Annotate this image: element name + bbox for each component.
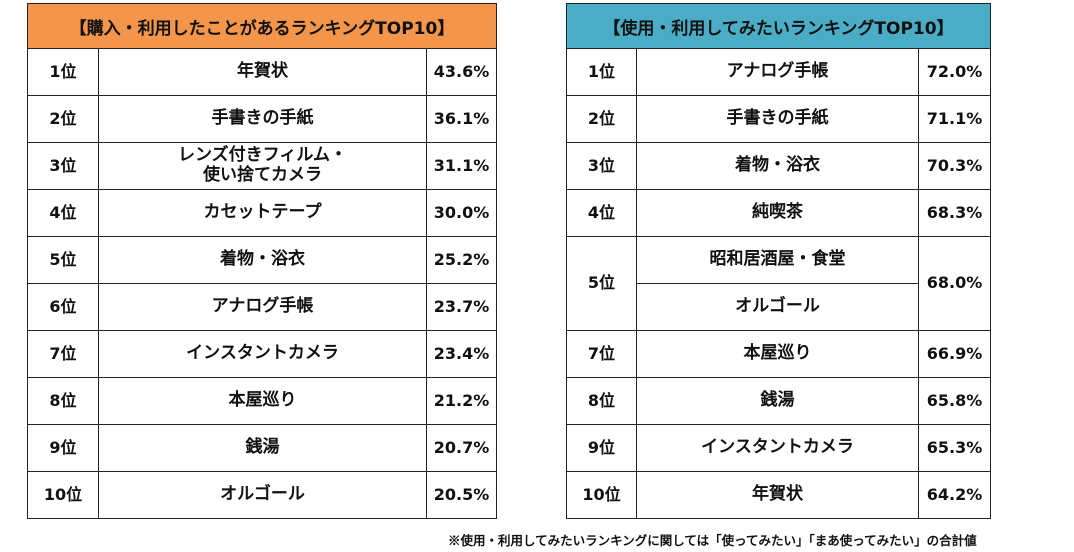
- table-title: 【購入・利用したことがあるランキングTOP10】: [27, 3, 497, 49]
- percent-cell: 23.4%: [426, 330, 497, 378]
- rank-cell: 1位: [27, 48, 99, 96]
- percent-cell: 65.8%: [918, 377, 991, 425]
- table-row: 10位 年賀状 64.2%: [566, 471, 991, 519]
- want-to-use-ranking-table: 【使用・利用してみたいランキングTOP10】 1位 アナログ手帳 72.0% 2位 手書…: [566, 3, 991, 519]
- percent-cell: 23.7%: [426, 283, 497, 331]
- item-cell: インスタントカメラ: [98, 330, 427, 378]
- table-row: 4位 カセットテープ 30.0%: [27, 189, 497, 237]
- item-cell: 昭和居酒屋・食堂: [636, 236, 919, 284]
- table-row: 1位 アナログ手帳 72.0%: [566, 48, 991, 96]
- rank-cell: 10位: [566, 471, 637, 519]
- percent-cell: 72.0%: [918, 48, 991, 96]
- percent-cell: 68.0%: [918, 236, 991, 331]
- rank-cell: 3位: [27, 142, 99, 190]
- item-cell: カセットテープ: [98, 189, 427, 237]
- item-cell: レンズ付きフィルム・ 使い捨てカメラ: [98, 142, 427, 190]
- percent-cell: 30.0%: [426, 189, 497, 237]
- item-cell: アナログ手帳: [636, 48, 919, 96]
- percent-cell: 68.3%: [918, 189, 991, 237]
- rank-cell: 8位: [566, 377, 637, 425]
- table-row: 7位 本屋巡り 66.9%: [566, 330, 991, 378]
- item-cell: 本屋巡り: [98, 377, 427, 425]
- percent-cell: 25.2%: [426, 236, 497, 284]
- table-row: 6位 アナログ手帳 23.7%: [27, 283, 497, 331]
- percent-cell: 64.2%: [918, 471, 991, 519]
- item-cell: 本屋巡り: [636, 330, 919, 378]
- item-cell: 着物・浴衣: [636, 142, 919, 190]
- table-row: 1位 年賀状 43.6%: [27, 48, 497, 96]
- item-cell: 年賀状: [636, 471, 919, 519]
- item-cell: オルゴール: [98, 471, 427, 519]
- table-row: 8位 銭湯 65.8%: [566, 377, 991, 425]
- table-title: 【使用・利用してみたいランキングTOP10】: [566, 3, 991, 49]
- table-row: 2位 手書きの手紙 36.1%: [27, 95, 497, 143]
- rank-cell: 5位: [566, 236, 637, 331]
- table-row: 2位 手書きの手紙 71.1%: [566, 95, 991, 143]
- rank-cell: 8位: [27, 377, 99, 425]
- rank-cell: 3位: [566, 142, 637, 190]
- table-row: 8位 本屋巡り 21.2%: [27, 377, 497, 425]
- percent-cell: 36.1%: [426, 95, 497, 143]
- item-cell: オルゴール: [636, 283, 919, 331]
- item-cell: 着物・浴衣: [98, 236, 427, 284]
- table-row: 7位 インスタントカメラ 23.4%: [27, 330, 497, 378]
- percent-cell: 66.9%: [918, 330, 991, 378]
- rank-cell: 9位: [566, 424, 637, 472]
- rank-cell: 10位: [27, 471, 99, 519]
- rank-cell: 9位: [27, 424, 99, 472]
- footnote: ※使用・利用してみたいランキングに関しては「使ってみたい」「まあ使ってみたい」の…: [448, 534, 977, 548]
- rank-cell: 7位: [27, 330, 99, 378]
- percent-cell: 65.3%: [918, 424, 991, 472]
- item-cell: 銭湯: [636, 377, 919, 425]
- rank-cell: 4位: [566, 189, 637, 237]
- table-row: 4位 純喫茶 68.3%: [566, 189, 991, 237]
- rank-cell: 2位: [566, 95, 637, 143]
- rank-cell: 4位: [27, 189, 99, 237]
- percent-cell: 20.5%: [426, 471, 497, 519]
- item-cell: 銭湯: [98, 424, 427, 472]
- percent-cell: 43.6%: [426, 48, 497, 96]
- rank-cell: 7位: [566, 330, 637, 378]
- item-cell: 純喫茶: [636, 189, 919, 237]
- percent-cell: 31.1%: [426, 142, 497, 190]
- rank-cell: 2位: [27, 95, 99, 143]
- table-row: 9位 銭湯 20.7%: [27, 424, 497, 472]
- percent-cell: 70.3%: [918, 142, 991, 190]
- rank-cell: 1位: [566, 48, 637, 96]
- item-cell: インスタントカメラ: [636, 424, 919, 472]
- table-row: オルゴール: [567, 283, 991, 331]
- item-cell: アナログ手帳: [98, 283, 427, 331]
- percent-cell: 20.7%: [426, 424, 497, 472]
- item-cell: 手書きの手紙: [636, 95, 919, 143]
- table-row: 9位 インスタントカメラ 65.3%: [566, 424, 991, 472]
- table-row: 5位 昭和居酒屋・食堂 68.0%: [566, 236, 991, 331]
- table-row: 10位 オルゴール 20.5%: [27, 471, 497, 519]
- table-row: 5位 着物・浴衣 25.2%: [27, 236, 497, 284]
- purchased-ranking-table: 【購入・利用したことがあるランキングTOP10】 1位 年賀状 43.6% 2位 手書き…: [27, 3, 497, 519]
- table-row: 3位 着物・浴衣 70.3%: [566, 142, 991, 190]
- item-cell: 手書きの手紙: [98, 95, 427, 143]
- item-cell: 年賀状: [98, 48, 427, 96]
- rank-cell: 5位: [27, 236, 99, 284]
- percent-cell: 21.2%: [426, 377, 497, 425]
- rank-cell: 6位: [27, 283, 99, 331]
- percent-cell: 71.1%: [918, 95, 991, 143]
- table-row: 3位 レンズ付きフィルム・ 使い捨てカメラ 31.1%: [27, 142, 497, 190]
